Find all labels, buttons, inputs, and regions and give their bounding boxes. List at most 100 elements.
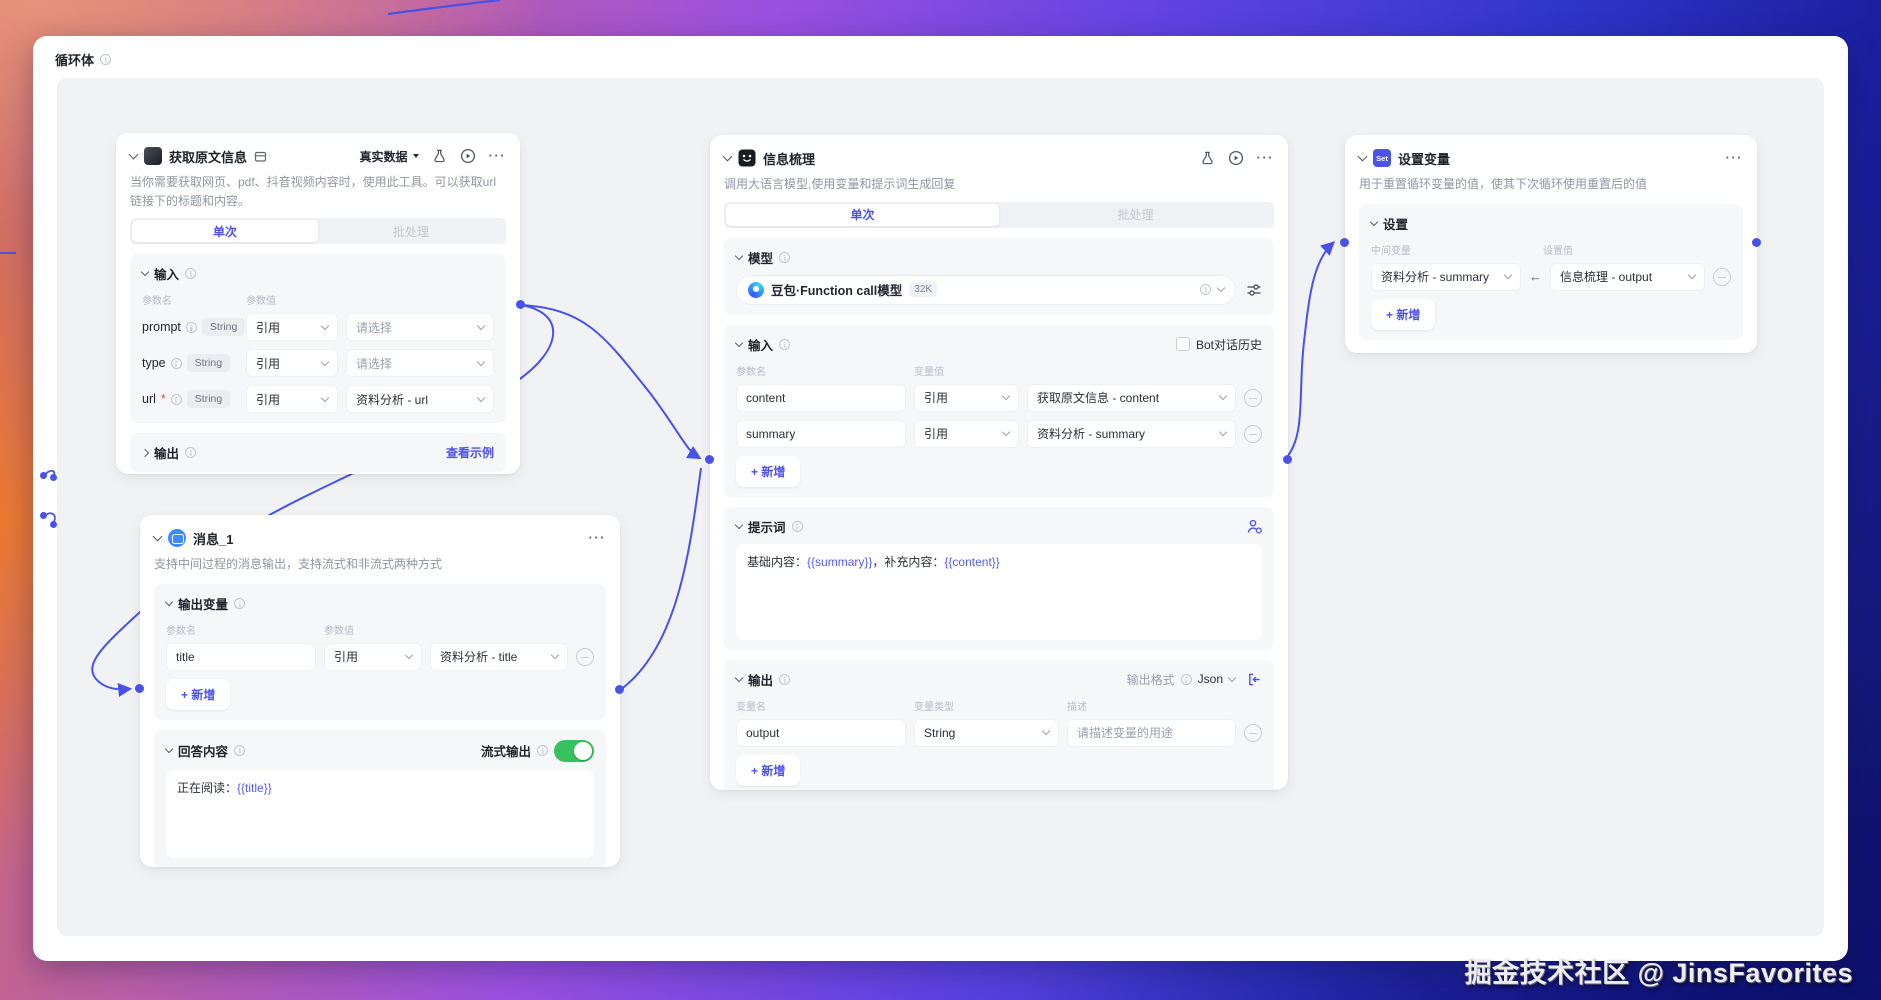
- var-type-select[interactable]: String: [914, 718, 1059, 747]
- more-menu-icon[interactable]: ···: [1725, 150, 1743, 165]
- node-description: 支持中间过程的消息输出，支持流式和非流式两种方式: [154, 557, 443, 571]
- var-name-input[interactable]: [166, 642, 316, 671]
- collapse-chevron-icon[interactable]: [128, 149, 139, 160]
- variable-token: {{summary}}: [807, 554, 873, 569]
- collapse-chevron-icon[interactable]: [734, 520, 744, 529]
- add-row-button[interactable]: + 新增: [166, 678, 231, 710]
- add-row-button[interactable]: + 新增: [1371, 298, 1436, 330]
- column-header: 参数值: [324, 625, 354, 637]
- port-setvar-input[interactable]: [1340, 238, 1349, 247]
- value-select[interactable]: 请选择: [346, 313, 494, 342]
- param-name-input[interactable]: [736, 419, 906, 448]
- var-desc-input[interactable]: [1067, 718, 1236, 747]
- port-loop-left-3[interactable]: [40, 512, 47, 519]
- doubao-model-icon: [748, 281, 764, 298]
- value-select[interactable]: 资料分析 - title: [430, 642, 568, 671]
- test-flask-icon[interactable]: [1200, 151, 1215, 166]
- param-name-input[interactable]: [736, 383, 906, 412]
- tab-single[interactable]: 单次: [132, 220, 318, 243]
- node-title: 获取原文信息: [169, 149, 248, 165]
- run-play-icon[interactable]: [1228, 150, 1244, 166]
- more-menu-icon[interactable]: ···: [1256, 150, 1274, 165]
- node-llm: 信息梳理 ··· 调用大语言模型,使用变量和提示词生成回复 单次 批处理 模型 …: [710, 135, 1288, 790]
- model-select[interactable]: 豆包·Function call模型 32K: [736, 274, 1236, 305]
- port-message-output[interactable]: [615, 685, 624, 694]
- import-output-icon[interactable]: [1247, 672, 1262, 687]
- info-icon: [1200, 284, 1211, 296]
- value-select[interactable]: 资料分析 - url: [346, 385, 494, 414]
- collapse-chevron-icon[interactable]: [734, 338, 744, 347]
- column-header: 参数名: [736, 366, 766, 378]
- llm-node-icon: [738, 149, 756, 167]
- remove-row-button[interactable]: [1244, 388, 1262, 407]
- port-loop-left-2[interactable]: [50, 474, 57, 481]
- port-llm-input[interactable]: [705, 455, 714, 464]
- column-header: 设置值: [1543, 245, 1573, 257]
- ref-type-select[interactable]: 引用: [246, 349, 338, 378]
- tab-batch[interactable]: 批处理: [392, 224, 429, 239]
- port-message-input[interactable]: [135, 684, 144, 693]
- output-variable-section: 输出变量 参数名 参数值 引用 资料分析 - title + 新增: [154, 583, 606, 720]
- info-icon: [170, 393, 182, 405]
- prompt-textarea[interactable]: 基础内容：{{summary}}，补充内容：{{content}}: [736, 543, 1262, 640]
- edge-deco-top: [387, 0, 501, 16]
- more-menu-icon[interactable]: ···: [488, 148, 506, 163]
- more-menu-icon[interactable]: ···: [588, 530, 606, 545]
- info-icon: [791, 520, 803, 532]
- stream-output-toggle[interactable]: [554, 739, 594, 762]
- output-format-value[interactable]: Json: [1197, 672, 1223, 687]
- type-badge: String: [186, 354, 231, 373]
- ref-type-select[interactable]: 引用: [914, 383, 1019, 412]
- var-name-input[interactable]: [736, 718, 906, 747]
- ref-type-select[interactable]: 引用: [914, 419, 1019, 448]
- view-example-link[interactable]: 查看示例: [445, 446, 494, 461]
- remove-row-button[interactable]: [1244, 723, 1262, 742]
- collapse-chevron-icon[interactable]: [164, 597, 174, 606]
- chevron-down-icon: [1001, 391, 1011, 401]
- value-select[interactable]: 资料分析 - summary: [1027, 419, 1236, 448]
- prompt-optimize-person-icon[interactable]: [1247, 519, 1262, 534]
- watermark: 掘金技术社区 @ JinsFavorites: [1464, 958, 1853, 988]
- source-value-select[interactable]: 信息梳理 - output: [1550, 262, 1705, 291]
- remove-row-button[interactable]: [1244, 424, 1262, 443]
- collapse-chevron-icon[interactable]: [722, 151, 733, 162]
- add-row-button[interactable]: + 新增: [736, 455, 801, 487]
- collapse-chevron-icon[interactable]: [1357, 151, 1368, 162]
- target-variable-select[interactable]: 资料分析 - summary: [1371, 262, 1521, 291]
- collapse-chevron-icon[interactable]: [734, 673, 744, 682]
- collapse-chevron-icon[interactable]: [1369, 217, 1379, 226]
- port-setvar-output[interactable]: [1752, 238, 1761, 247]
- port-loop-left-1[interactable]: [40, 472, 47, 479]
- ref-type-select[interactable]: 引用: [324, 642, 422, 671]
- answer-content-textarea[interactable]: 正在阅读：{{title}}: [166, 769, 594, 858]
- value-select[interactable]: 请选择: [346, 349, 494, 378]
- model-settings-sliders-icon[interactable]: [1246, 283, 1262, 297]
- value-select[interactable]: 获取原文信息 - content: [1027, 383, 1236, 412]
- remove-row-button[interactable]: [576, 647, 594, 666]
- run-play-icon[interactable]: [460, 148, 476, 164]
- remove-row-button[interactable]: [1713, 267, 1731, 286]
- collapse-chevron-icon[interactable]: [140, 267, 150, 277]
- port-getinfo-output[interactable]: [516, 300, 525, 309]
- ref-type-select[interactable]: 引用: [246, 313, 338, 342]
- collapse-chevron-icon[interactable]: [164, 744, 174, 754]
- ref-type-select[interactable]: 引用: [246, 385, 338, 414]
- port-llm-output[interactable]: [1283, 455, 1292, 464]
- add-row-button[interactable]: + 新增: [736, 754, 801, 786]
- collapse-chevron-icon[interactable]: [152, 531, 163, 542]
- test-flask-icon[interactable]: [432, 149, 447, 164]
- bot-history-checkbox[interactable]: [1175, 337, 1190, 352]
- tab-single[interactable]: 单次: [726, 203, 999, 226]
- collapse-chevron-icon[interactable]: [734, 251, 744, 260]
- model-section: 模型 豆包·Function call模型 32K: [724, 237, 1274, 315]
- info-icon: [234, 597, 246, 609]
- tab-batch[interactable]: 批处理: [1117, 208, 1154, 223]
- chevron-down-icon: [1227, 673, 1237, 682]
- info-icon: [100, 54, 112, 65]
- data-mode-dropdown[interactable]: 真实数据: [359, 148, 419, 165]
- param-row: 资料分析 - summary ← 信息梳理 - output: [1371, 262, 1731, 291]
- expand-chevron-icon[interactable]: [140, 448, 150, 457]
- info-icon: [537, 745, 548, 757]
- column-header: 变量名: [736, 701, 766, 713]
- port-loop-left-4[interactable]: [50, 521, 57, 528]
